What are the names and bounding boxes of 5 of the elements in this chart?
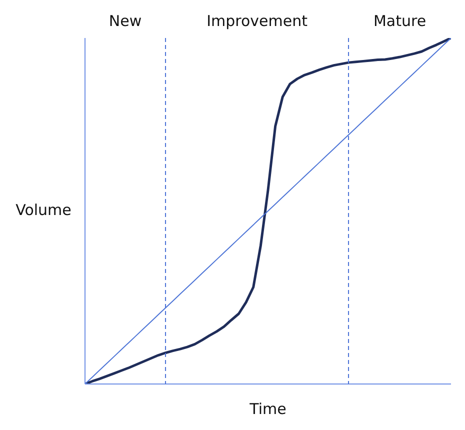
text: Mature bbox=[372, 12, 428, 30]
y-axis-title: Volume bbox=[14, 201, 72, 219]
text: New bbox=[108, 12, 143, 30]
text: Improvement bbox=[206, 12, 308, 30]
x-axis-title: Time bbox=[248, 400, 286, 418]
